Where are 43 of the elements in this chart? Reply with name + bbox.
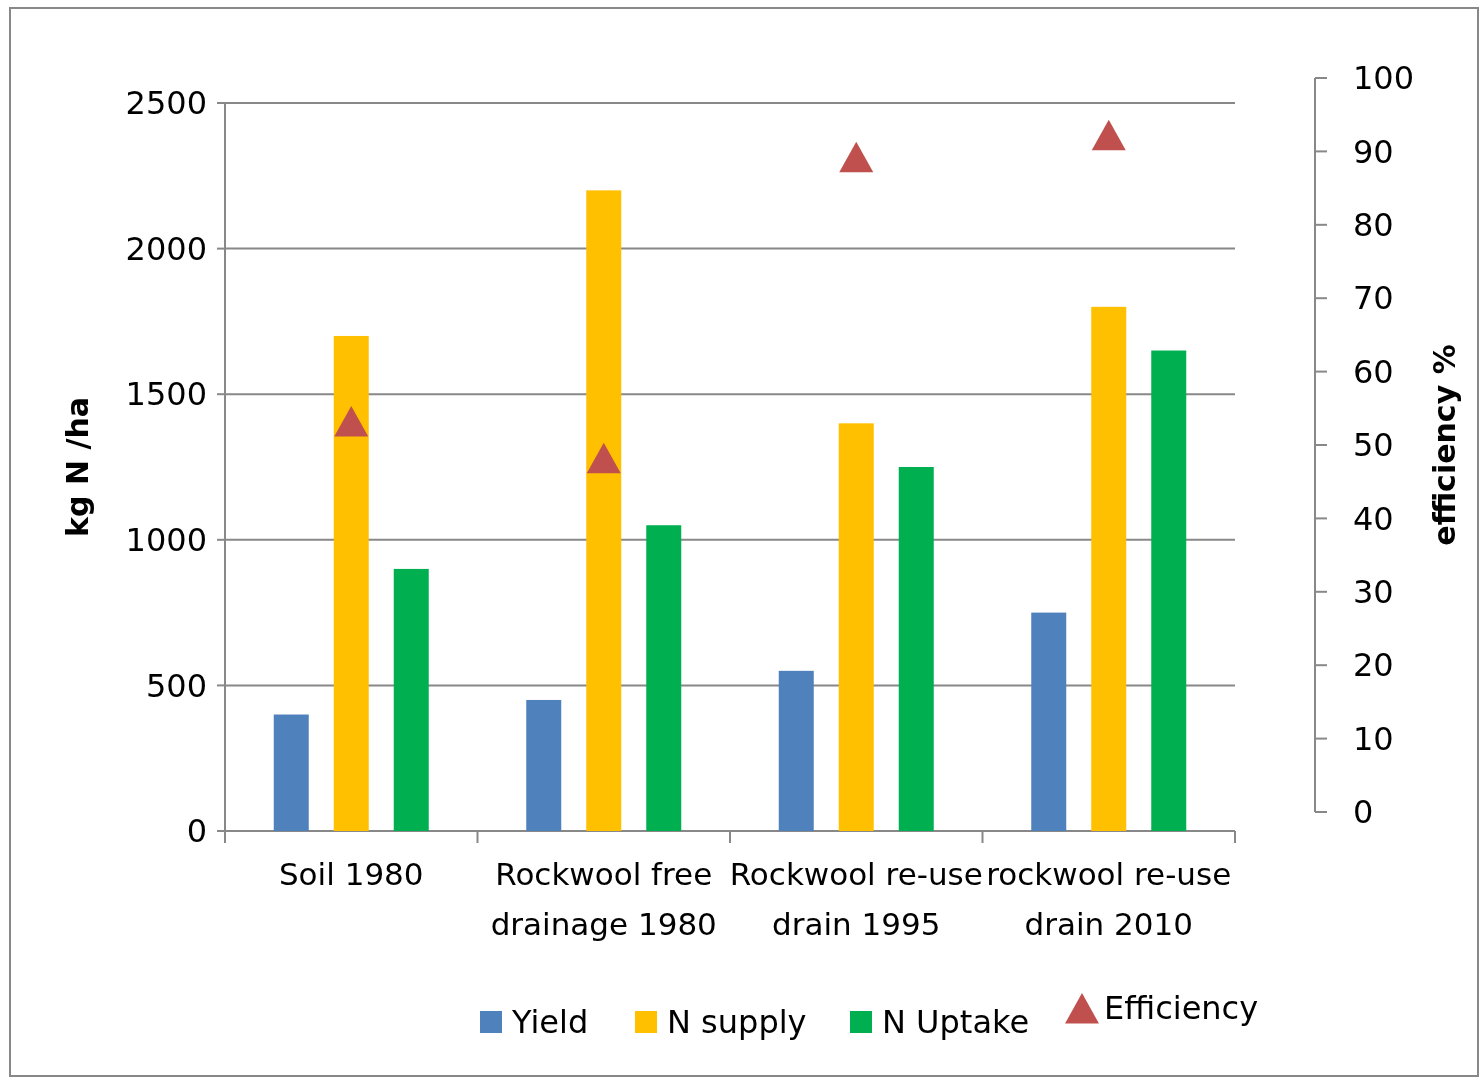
y-tick-label: 2000 [125, 229, 207, 268]
bar [526, 699, 562, 831]
bar [586, 190, 622, 831]
y-tick-label: 1000 [125, 521, 207, 559]
bar [778, 670, 814, 831]
y-tick-label: 0 [186, 812, 207, 851]
point [839, 141, 874, 173]
y2-tick-label: 40 [1353, 499, 1394, 538]
y2-tick-label: 10 [1353, 719, 1394, 758]
legend-label: Efficiency [1104, 989, 1259, 1028]
y2-tick-label: 60 [1353, 352, 1394, 391]
y2-tick-label: 70 [1353, 279, 1394, 318]
point [586, 442, 621, 474]
y2-tick-label: 50 [1353, 426, 1394, 465]
y2-tick-label: 20 [1353, 646, 1394, 685]
x-tick-label: Rockwool free drainage 1980 [490, 856, 717, 942]
y2-tick-label: 0 [1353, 793, 1374, 832]
bar [1091, 306, 1127, 831]
bar [393, 568, 429, 831]
legend-label: N supply [667, 1003, 807, 1042]
y2-tick-label: 30 [1353, 573, 1394, 611]
y2-tick-label: 80 [1353, 206, 1394, 244]
point [334, 405, 369, 437]
bar [646, 525, 682, 831]
legend-label: N Uptake [882, 1003, 1030, 1042]
y2-tick-label: 100 [1353, 59, 1415, 98]
bar [898, 467, 934, 831]
bar [838, 423, 874, 831]
bar [273, 714, 309, 831]
bar [1031, 612, 1067, 831]
bar [333, 335, 369, 831]
y-axis-title: kg N /ha [60, 397, 95, 537]
legend-label: Yield [511, 1003, 589, 1042]
y-tick-label: 500 [145, 666, 207, 705]
point [1091, 119, 1126, 151]
y2-tick-label: 90 [1353, 132, 1394, 171]
x-tick-label: rockwool re-use drain 2010 [986, 856, 1232, 942]
y2-axis-title: efficiency % [1427, 344, 1462, 546]
y-tick-label: 2500 [125, 84, 207, 123]
bar [1151, 350, 1187, 831]
x-tick-label: Soil 1980 [278, 856, 424, 892]
y-tick-label: 1500 [125, 375, 207, 414]
x-tick-label: Rockwool re-use drain 1995 [729, 856, 983, 942]
